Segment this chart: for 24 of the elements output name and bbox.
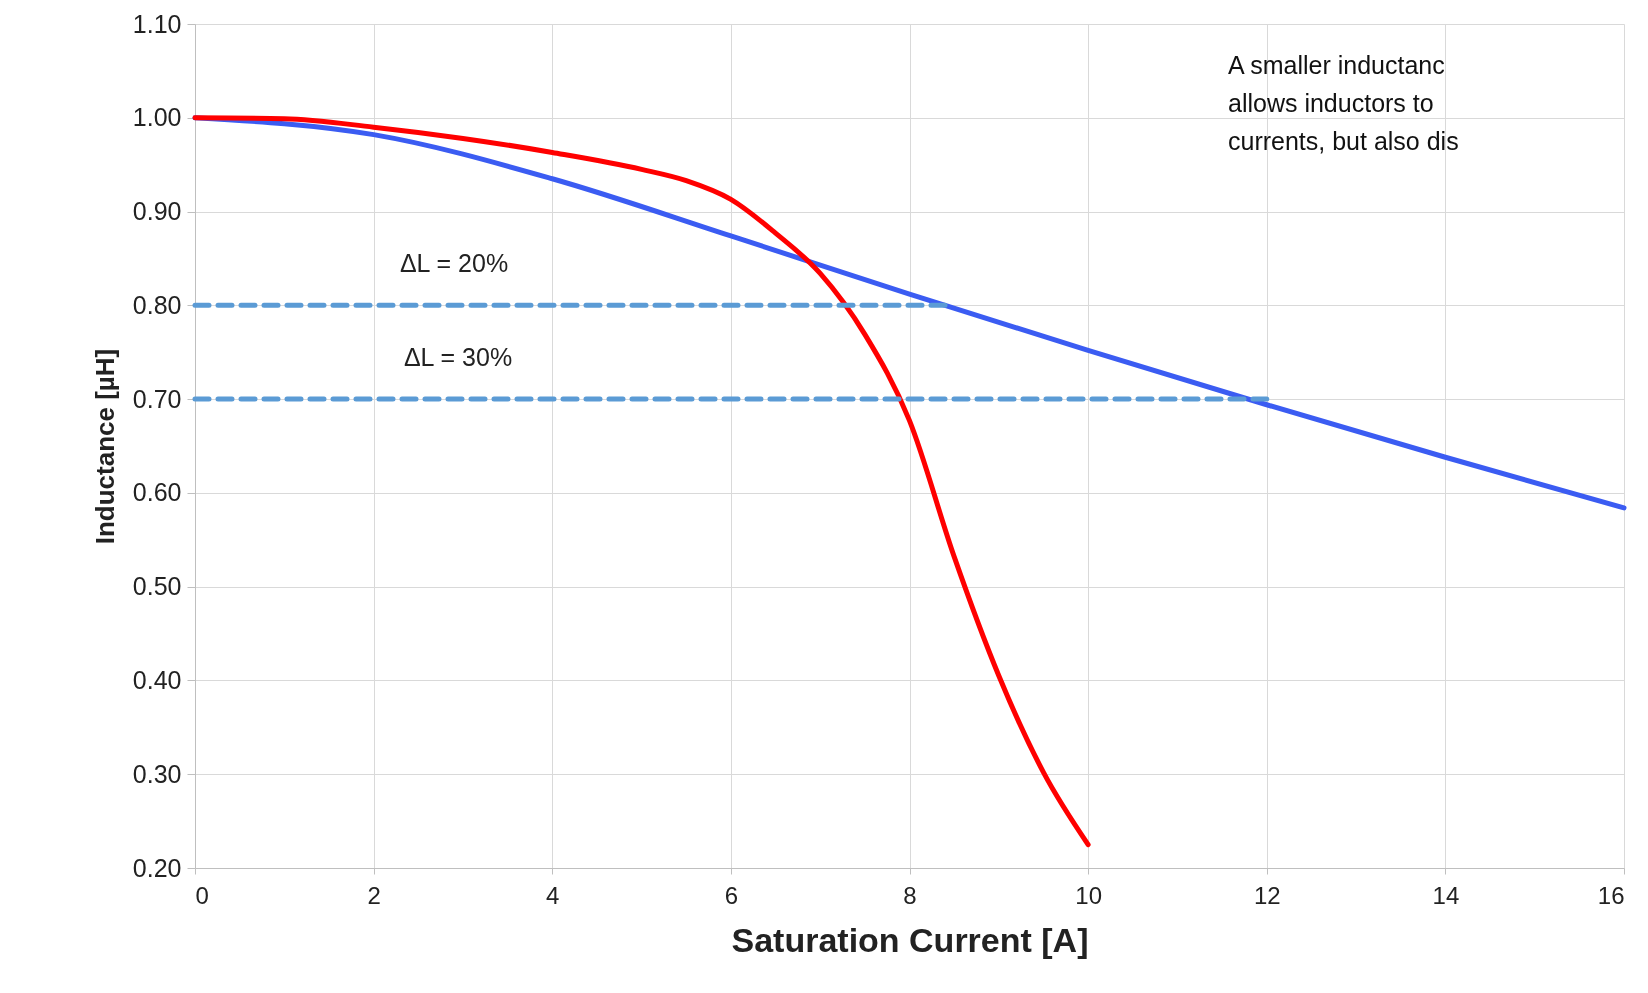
x-tick-label: 12: [1253, 881, 1281, 909]
y-tick-label: 0.70: [132, 384, 182, 413]
y-tick-label: 0.60: [132, 478, 182, 507]
x-tick-label: 8: [903, 881, 917, 909]
y-tick-label: 1.00: [132, 103, 182, 132]
x-tick-label: 2: [367, 881, 381, 909]
x-tick-label: 0: [195, 881, 209, 909]
y-tick-label: 1.10: [132, 9, 182, 38]
x-tick-label: 6: [724, 881, 739, 909]
y-axis-title: Inductance [µH]: [89, 348, 120, 545]
annotation: A smaller inductanc allows inductors to currents, but also dis: [1228, 51, 1459, 155]
y-tick-label: 0.20: [132, 853, 182, 882]
y-tick-label: 0.80: [132, 290, 182, 319]
x-tick-label: 14: [1432, 881, 1460, 909]
y-tick-label: 0.50: [132, 572, 182, 601]
y-tick-label: 0.90: [132, 197, 182, 226]
x-tick-label: 10: [1075, 881, 1102, 909]
x-tick-label: 4: [546, 881, 560, 909]
x-tick-label: 16: [1597, 881, 1625, 909]
annotation: ΔL = 30%: [403, 343, 513, 371]
y-tick-label: 0.40: [132, 665, 182, 694]
y-tick-label: 0.30: [132, 759, 182, 788]
x-axis-title: Saturation Current [A]: [731, 920, 1089, 959]
annotation: ΔL = 20%: [399, 249, 509, 277]
